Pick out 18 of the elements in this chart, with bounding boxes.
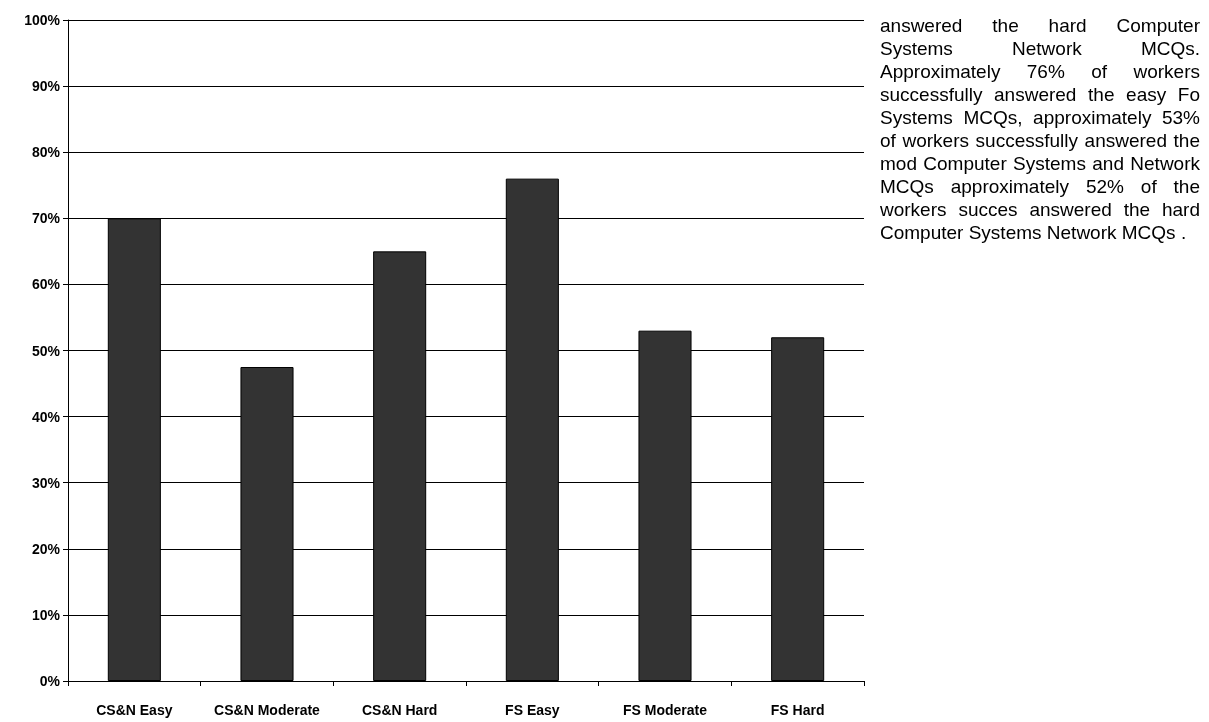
y-tick-label: 90% [31,78,61,95]
y-tick-label: 50% [31,342,61,359]
y-tick-label: 20% [31,540,61,557]
x-tick-label: FS Moderate [622,702,708,718]
y-tick-label: 100% [24,12,61,28]
y-tick-label: 10% [31,606,61,623]
y-tick-label: 80% [31,144,61,161]
x-tick-label: CS&N Moderate [214,702,321,718]
y-tick-label: 0% [39,673,61,689]
x-tick-label: FS Hard [770,702,825,718]
y-tick-label: 40% [31,408,61,425]
x-tick-label: CS&N Hard [361,702,438,718]
x-tick-label: CS&N Easy [96,702,173,718]
y-tick-label: 60% [31,276,61,293]
y-tick-label: 30% [31,474,61,491]
x-tick-label: FS Easy [505,702,560,718]
y-tick-label: 70% [31,210,61,227]
text: answered the hard Computer Systems Network MCQs. Approximately 76% of workers successfully answered the easy Fo Systems MCQs, approximately 53% of workers successfully answered the mod Computer Systems and Network MCQs approximately 52% of the workers succes answered the hard Computer Systems Network MCQs . [880,15,1200,243]
